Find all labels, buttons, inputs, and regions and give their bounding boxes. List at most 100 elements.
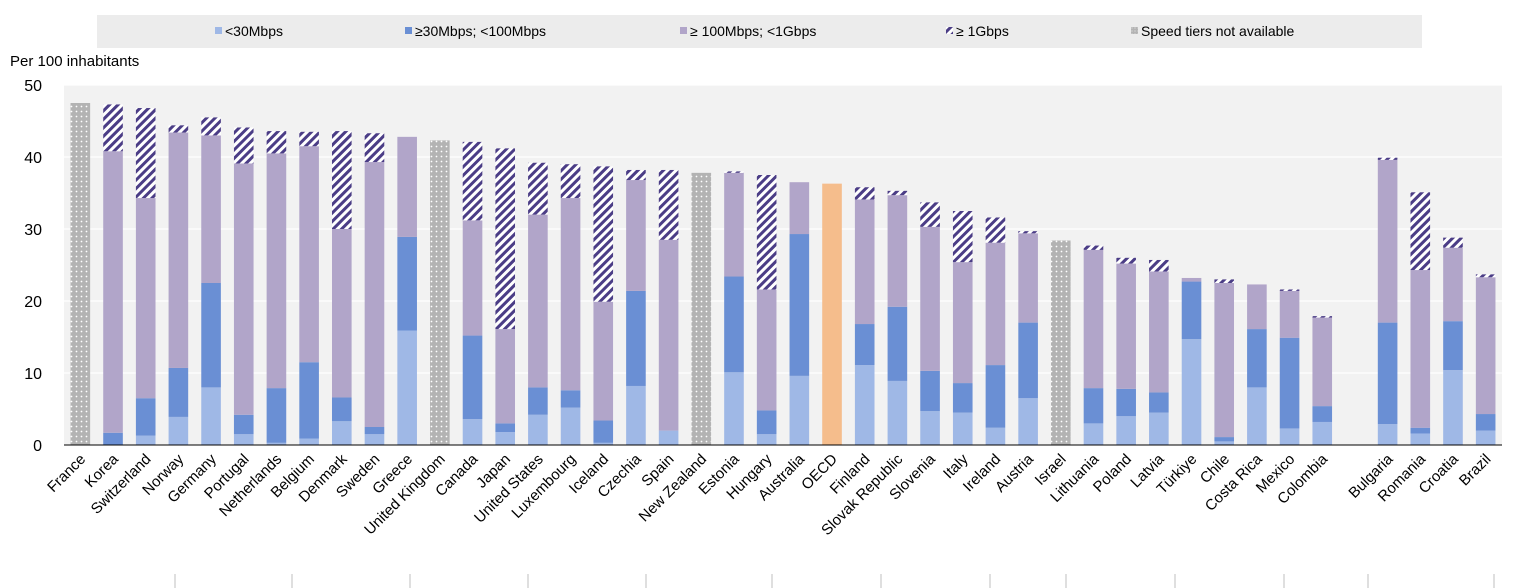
bar-segment-slovenia-lt30 — [920, 411, 940, 445]
bar-segment-mexico-lt30 — [1279, 428, 1300, 445]
footer-tick-marks — [174, 574, 1495, 588]
x-tick-label-brazil: Brazil — [1456, 451, 1495, 490]
legend-background — [97, 15, 1422, 48]
bar-segment-denmark-b100_1g — [331, 229, 352, 398]
legend-label-ge1g: ≥ 1Gbps — [956, 23, 1009, 39]
bar-segment-portugal-b100_1g — [233, 163, 254, 415]
bar-segment-spain-ge1g — [658, 169, 679, 240]
bar-segment-belgium-b30_100 — [299, 362, 319, 439]
bar-segment-poland-b30_100 — [1116, 388, 1136, 417]
bar-segment-denmark-ge1g — [331, 131, 352, 229]
bar-segment-spain-b100_1g — [658, 239, 679, 431]
x-tick-label-austria: Austria — [992, 450, 1037, 495]
bar-segment-united-states-b30_100 — [528, 387, 548, 415]
bar-segment-portugal-ge1g — [233, 127, 254, 164]
bar-segment-poland-b100_1g — [1116, 263, 1136, 389]
bar-segment-canada-b30_100 — [462, 335, 483, 420]
bar-segment-hungary-b30_100 — [756, 410, 777, 435]
bar-segment-lithuania-b30_100 — [1083, 388, 1104, 424]
bar-segment-switzerland-b30_100 — [135, 398, 156, 436]
bar-segment-latvia-b30_100 — [1149, 392, 1169, 413]
bar-segment-canada-lt30 — [462, 419, 483, 445]
bar-segment-greece-lt30 — [397, 330, 417, 445]
bar-segment-czechia-lt30 — [626, 385, 646, 445]
bar-segment-sweden-b30_100 — [364, 427, 385, 435]
bar-segment-new-zealand-na — [691, 172, 712, 445]
bar-segment-norway-b100_1g — [168, 132, 189, 368]
bar-segment-australia-b100_1g — [789, 182, 810, 235]
bar-segment-t-rkiye-b30_100 — [1181, 281, 1202, 340]
y-tick-label: 10 — [24, 366, 42, 383]
bar-segment-croatia-b30_100 — [1443, 321, 1463, 371]
bar-segment-slovenia-ge1g — [920, 202, 940, 227]
bar-segment-france-na — [70, 103, 91, 445]
bar-segment-ireland-b100_1g — [985, 242, 1006, 366]
bar-segment-denmark-b30_100 — [331, 397, 352, 422]
bar-segment-chile-lt30 — [1214, 441, 1235, 445]
bar-segment-colombia-lt30 — [1312, 421, 1333, 445]
bar-segment-germany-b30_100 — [201, 283, 221, 388]
legend-label-na: Speed tiers not available — [1141, 23, 1295, 39]
bar-segment-bulgaria-b30_100 — [1377, 322, 1398, 425]
bar-segment-germany-lt30 — [201, 387, 221, 445]
bar-segment-mexico-ge1g — [1279, 289, 1300, 291]
bar-segment-estonia-lt30 — [724, 372, 744, 445]
bar-segment-germany-b100_1g — [201, 135, 221, 283]
bar-segment-belgium-ge1g — [299, 131, 319, 147]
bar-segment-hungary-lt30 — [756, 434, 777, 445]
bar-segment-japan-b100_1g — [495, 329, 516, 424]
bar-segment-austria-b100_1g — [1018, 233, 1038, 323]
bar-segment-costa-rica-b30_100 — [1247, 329, 1267, 388]
y-axis-ticks: 0 10 20 30 40 50 — [24, 78, 42, 455]
bar-segment-bulgaria-b100_1g — [1377, 159, 1398, 323]
bar-segment-austria-ge1g — [1018, 231, 1038, 234]
x-axis-labels: FranceKoreaSwitzerlandNorwayGermanyPortu… — [44, 450, 1494, 539]
bar-segment-lithuania-b100_1g — [1083, 249, 1104, 389]
bar-segment-lithuania-ge1g — [1083, 245, 1104, 250]
bar-segment-finland-b100_1g — [854, 199, 875, 325]
bar-segment-slovak-republic-b100_1g — [887, 195, 908, 307]
legend-swatch-b30_100 — [405, 27, 412, 34]
legend-label-b30_100: ≥30Mbps; <100Mbps — [415, 23, 546, 39]
bar-segment-italy-ge1g — [952, 211, 973, 263]
legend-label-lt30: <30Mbps — [225, 23, 283, 39]
bar-segment-italy-b100_1g — [952, 262, 973, 384]
bar-segment-sweden-b100_1g — [364, 162, 385, 428]
y-tick-label: 50 — [24, 78, 42, 95]
bar-segment-austria-lt30 — [1018, 398, 1038, 445]
bar-segment-latvia-b100_1g — [1149, 271, 1169, 393]
bar-segment-japan-lt30 — [495, 432, 516, 445]
bar-segment-switzerland-b100_1g — [135, 198, 156, 399]
bar-segment-estonia-ge1g — [724, 171, 744, 173]
bar-segment-costa-rica-lt30 — [1247, 387, 1267, 445]
bar-segment-korea-b30_100 — [103, 432, 123, 445]
bar-segment-belgium-b100_1g — [299, 146, 319, 363]
bar-segment-colombia-b30_100 — [1312, 406, 1333, 422]
bar-segment-portugal-lt30 — [233, 434, 254, 445]
bar-segment-united-kingdom-na — [430, 140, 450, 445]
bar-segment-luxembourg-lt30 — [560, 407, 581, 445]
bar-segment-australia-lt30 — [789, 375, 810, 445]
bar-segment-sweden-lt30 — [364, 434, 385, 445]
bar-segment-t-rkiye-b100_1g — [1181, 277, 1202, 282]
bar-segment-bulgaria-ge1g — [1377, 157, 1398, 160]
bar-segment-brazil-lt30 — [1475, 430, 1496, 445]
bar-segment-korea-ge1g — [103, 104, 123, 152]
bar-segment-chile-b100_1g — [1214, 283, 1235, 438]
bar-segment-slovenia-b100_1g — [920, 226, 940, 371]
bar-segment-romania-b30_100 — [1410, 427, 1431, 434]
bar-segment-iceland-lt30 — [593, 442, 614, 445]
y-tick-label: 20 — [24, 294, 42, 311]
bar-segment-czechia-b100_1g — [626, 180, 646, 291]
bar-segment-hungary-b100_1g — [756, 289, 777, 411]
bar-segment-croatia-lt30 — [1443, 370, 1463, 445]
bar-segment-united-states-ge1g — [528, 162, 548, 215]
bar-segment-italy-b30_100 — [952, 383, 973, 413]
bar-segment-netherlands-ge1g — [266, 131, 287, 154]
bar-segment-croatia-b100_1g — [1443, 247, 1463, 322]
bar-segment-latvia-ge1g — [1149, 259, 1169, 272]
bar-segment-japan-ge1g — [495, 148, 516, 330]
bar-segment-luxembourg-ge1g — [560, 164, 581, 199]
bar-segment-denmark-lt30 — [331, 421, 352, 445]
